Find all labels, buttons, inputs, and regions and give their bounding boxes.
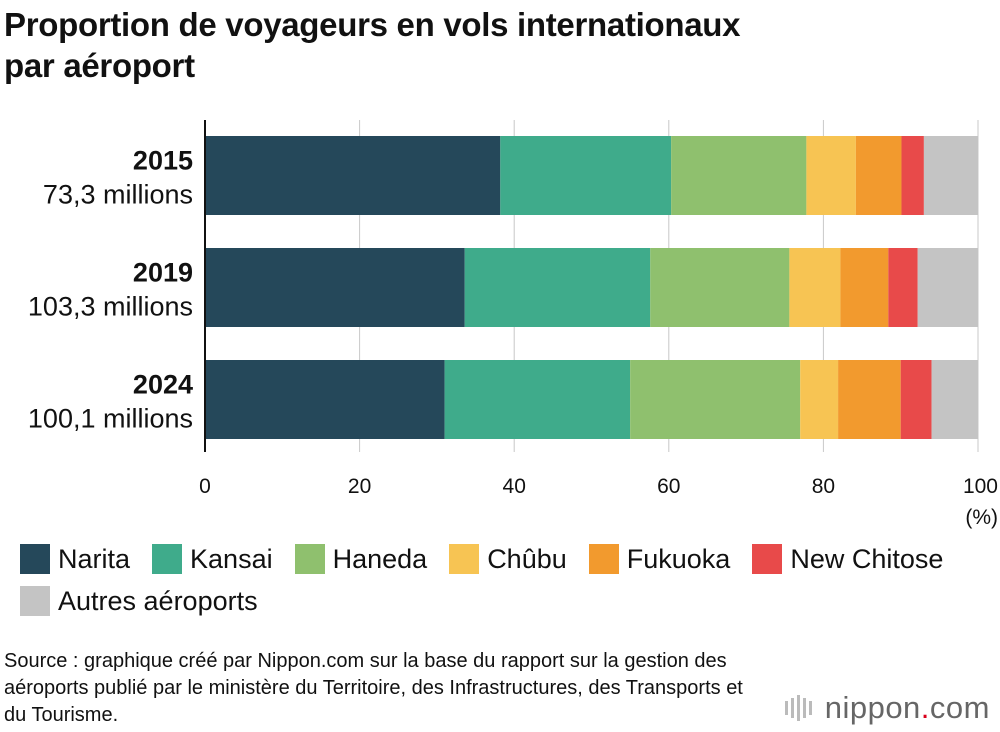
logo-dot: . <box>920 690 930 725</box>
bar-2015-autres-a-roports <box>923 136 978 215</box>
x-tick-label: 0 <box>199 475 211 498</box>
legend-item-autres-a-roports: Autres aéroports <box>20 584 258 618</box>
legend-label: Kansai <box>190 544 273 574</box>
logo-bars-icon <box>784 695 815 721</box>
legend-label: Haneda <box>332 544 428 574</box>
logo-name: nippon <box>824 690 921 725</box>
x-tick-label: 20 <box>348 475 371 498</box>
legend-label: New Chitose <box>790 544 944 574</box>
bar-2015-new-chitose <box>901 136 924 215</box>
logo-suffix: com <box>929 690 990 725</box>
x-tick-label: 100 <box>963 475 998 498</box>
bar-2019-ch-bu <box>789 248 841 327</box>
legend-item-kansai: Kansai <box>152 542 273 576</box>
legend-swatch <box>152 544 183 574</box>
legend-label: Chûbu <box>487 544 567 574</box>
x-tick-label: 80 <box>812 475 835 498</box>
bar-2024-ch-bu <box>800 360 839 439</box>
legend-item-fukuoka: Fukuoka <box>588 542 731 576</box>
chart-title-line-2: par aéroport <box>4 47 195 84</box>
legend-swatch <box>752 544 783 574</box>
category-label-total: 103,3 millions <box>28 292 193 322</box>
legend-label: Narita <box>58 544 131 574</box>
legend-item-new-chitose: New Chitose <box>752 542 943 576</box>
bar-2015-ch-bu <box>806 136 856 215</box>
legend-swatch <box>294 544 325 574</box>
source-note: Source : graphique créé par Nippon.com s… <box>4 650 743 726</box>
bar-2019-fukuoka <box>840 248 889 327</box>
bar-2019-narita <box>205 248 465 327</box>
bar-2015-haneda <box>671 136 807 215</box>
nippon-logo: nippon. com <box>784 690 990 726</box>
chart-title: Proportion de voyageurs en vols internat… <box>4 4 994 86</box>
bar-2024-haneda <box>630 360 801 439</box>
bar-2024-new-chitose <box>900 360 932 439</box>
legend-swatch <box>20 586 50 616</box>
legend-item-ch-bu: Chûbu <box>449 542 567 576</box>
bar-2015-kansai <box>500 136 672 215</box>
bar-2019-new-chitose <box>888 248 918 327</box>
legend-swatch <box>449 544 480 574</box>
chart-legend: Narita Kansai Haneda Chûbu Fukuoka New Chitos… <box>20 542 995 618</box>
bar-2019-haneda <box>650 248 790 327</box>
chart-title-line-1: Proportion de voyageurs en vols internat… <box>4 6 741 43</box>
bar-2019-autres-a-roports <box>917 248 978 327</box>
legend-label: Autres aéroports <box>58 586 258 616</box>
category-label-year: 2015 <box>133 146 193 176</box>
legend-swatch <box>588 544 619 574</box>
bar-2019-kansai <box>464 248 651 327</box>
bar-2024-fukuoka <box>838 360 901 439</box>
category-label-total: 100,1 millions <box>28 404 193 434</box>
x-tick-label: 60 <box>657 475 680 498</box>
legend-label: Fukuoka <box>626 544 731 574</box>
legend-item-narita: Narita <box>20 542 130 576</box>
legend-swatch <box>20 544 50 574</box>
bar-2015-narita <box>205 136 501 215</box>
bar-2024-autres-a-roports <box>931 360 978 439</box>
stacked-bar-chart: 2015 73,3 millions 2019 103,3 millions 2024 1… <box>28 120 998 529</box>
category-label-year: 2024 <box>133 370 193 400</box>
bar-2015-fukuoka <box>855 136 902 215</box>
category-label-year: 2019 <box>133 258 193 288</box>
bar-2024-narita <box>205 360 445 439</box>
category-label-total: 73,3 millions <box>43 180 193 210</box>
legend-item-haneda: Haneda <box>294 542 428 576</box>
bar-2024-kansai <box>444 360 631 439</box>
x-axis-unit: (%) <box>965 506 998 529</box>
x-tick-label: 40 <box>503 475 526 498</box>
